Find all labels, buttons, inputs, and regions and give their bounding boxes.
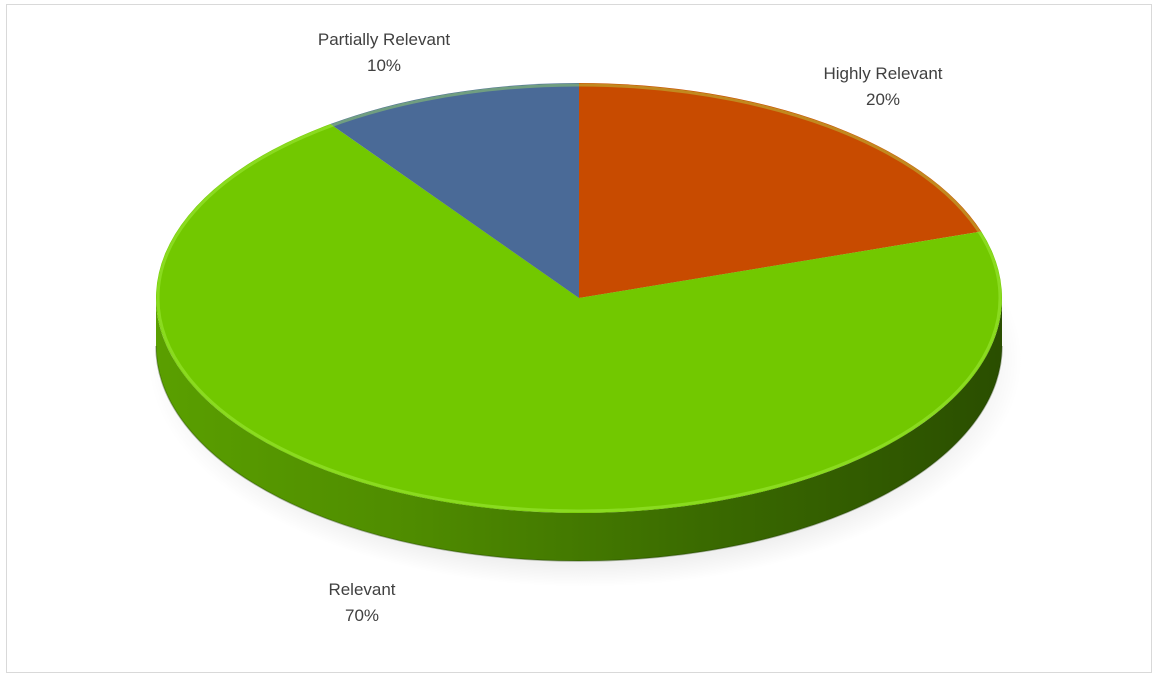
slice-label-partially-relevant: Partially Relevant bbox=[318, 30, 451, 49]
slice-label-relevant: Relevant bbox=[328, 580, 395, 599]
slice-value-relevant: 70% bbox=[345, 606, 379, 625]
pie-bottom-edge bbox=[155, 345, 1003, 562]
slice-top-relevant bbox=[156, 124, 1003, 513]
pie-sides bbox=[155, 298, 1003, 562]
pie-top-bevel bbox=[156, 83, 1002, 513]
slice-side-relevant bbox=[156, 298, 1002, 561]
slice-top-highly-relevant bbox=[579, 83, 982, 298]
slice-top-partially-relevant bbox=[330, 83, 579, 298]
pie-tops bbox=[156, 83, 1003, 513]
slice-value-highly-relevant: 20% bbox=[866, 90, 900, 109]
pie-labels: Highly Relevant 20% Relevant 70% Partially R… bbox=[318, 30, 943, 625]
slice-label-highly-relevant: Highly Relevant bbox=[823, 64, 942, 83]
slice-value-partially-relevant: 10% bbox=[367, 56, 401, 75]
